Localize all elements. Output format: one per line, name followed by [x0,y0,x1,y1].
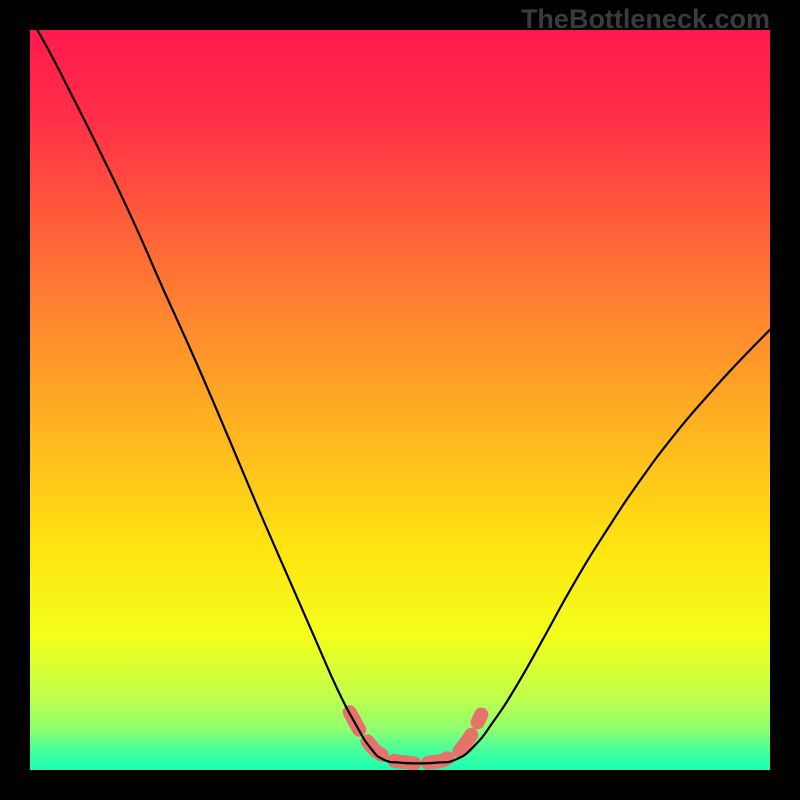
chart-container: TheBottleneck.com [0,0,800,800]
curve-overlay [0,0,800,800]
bottleneck-v-curve [37,30,770,763]
